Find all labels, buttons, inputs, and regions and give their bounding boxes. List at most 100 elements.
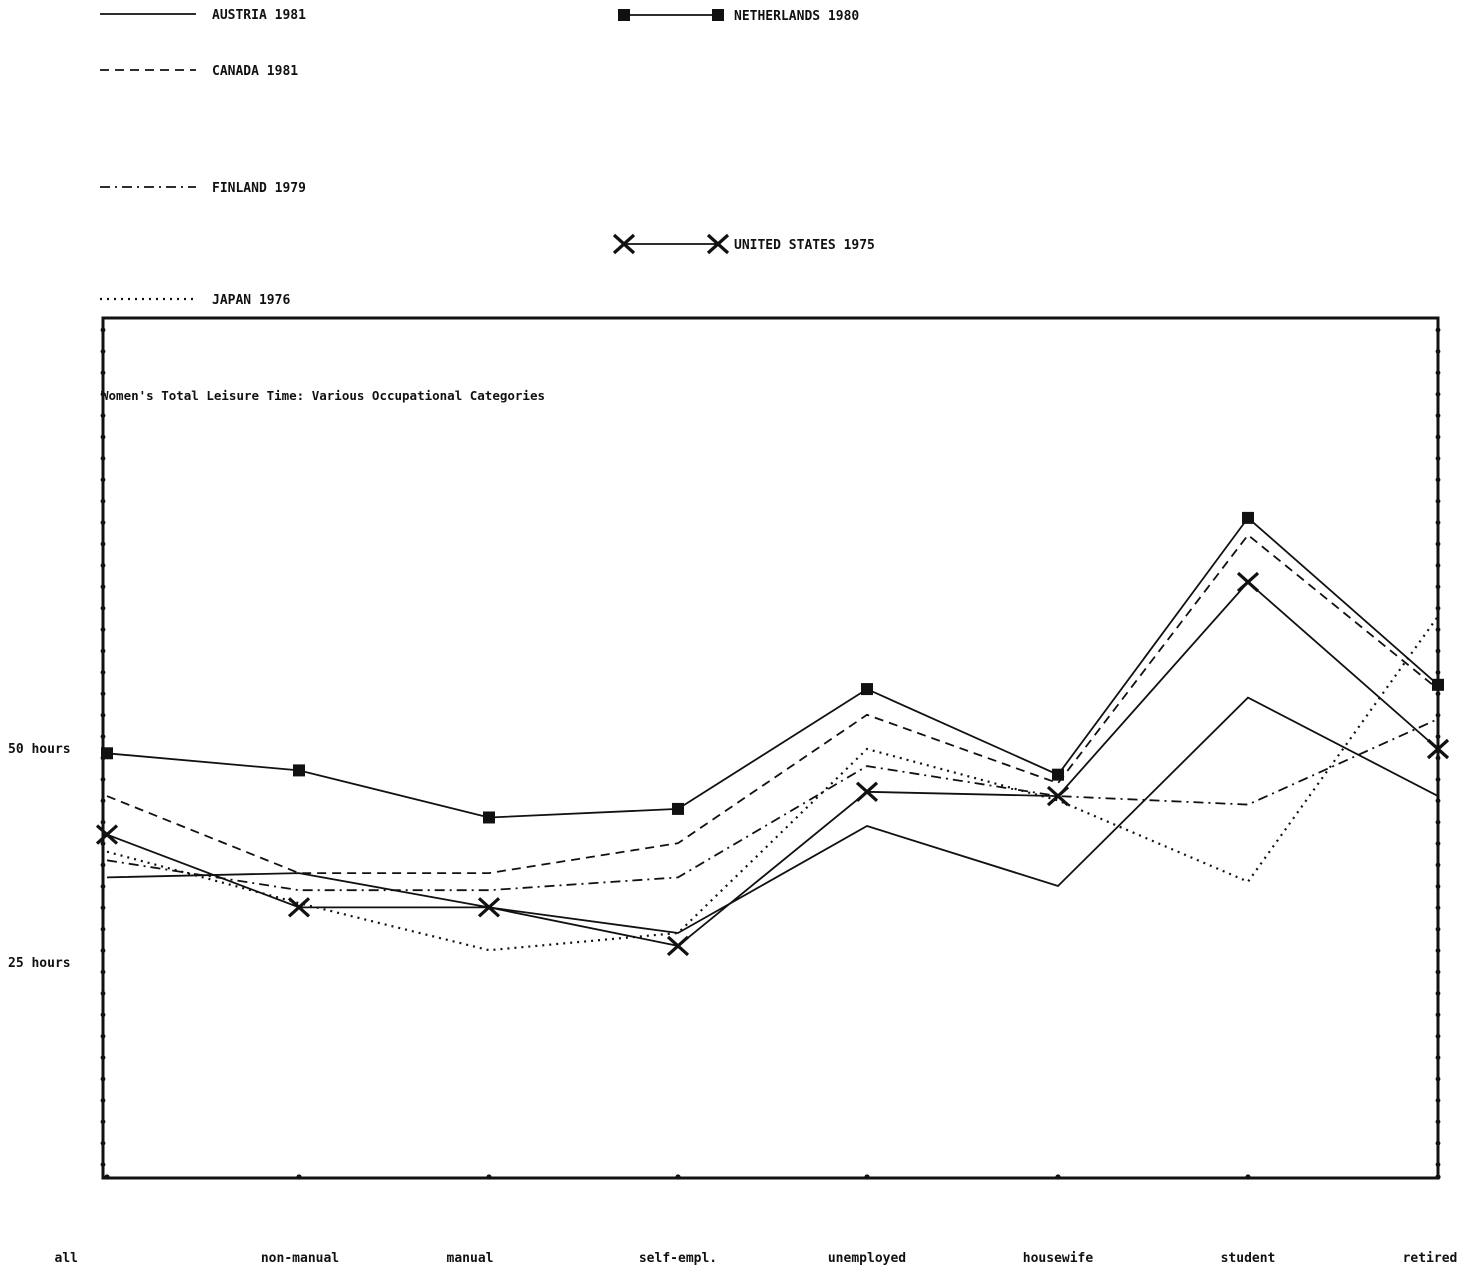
axis-ticks <box>100 327 1441 1180</box>
series-line-united-states-1975 <box>106 580 1439 947</box>
legend-marker <box>618 9 630 21</box>
x-axis-tick <box>1245 1174 1251 1180</box>
y-axis-tick <box>1435 670 1441 675</box>
y-axis-tick <box>100 349 106 354</box>
x-tick-label: non-manual <box>261 1251 339 1266</box>
y-axis-tick <box>1435 498 1441 504</box>
x-tick-label: all <box>55 1251 78 1266</box>
y-axis-tick <box>100 477 106 483</box>
data-point-netherlands-1980 <box>483 811 495 824</box>
data-point-netherlands-1980 <box>1242 511 1254 524</box>
series-layer <box>95 511 1450 957</box>
y-axis-tick <box>1435 1162 1441 1167</box>
y-axis-tick <box>1435 819 1441 825</box>
y-axis-tick <box>1435 327 1441 333</box>
data-point-netherlands-1980 <box>861 683 873 696</box>
x-tick-label: unemployed <box>828 1251 906 1266</box>
y-axis-tick <box>1435 734 1441 739</box>
y-axis-tick <box>1435 777 1441 782</box>
y-axis-tick <box>1435 391 1441 397</box>
legend-marker <box>712 9 724 21</box>
y-axis-tick <box>1435 370 1441 376</box>
y-axis-tick <box>1435 1055 1441 1060</box>
x-tick-label: manual <box>447 1251 494 1266</box>
y-axis-tick <box>1435 456 1441 461</box>
legend-label-finland-1979: FINLAND 1979 <box>212 181 306 196</box>
x-tick-label: retired <box>1403 1251 1458 1266</box>
x-tick-label: housewife <box>1023 1251 1094 1266</box>
legend-marker <box>706 233 730 255</box>
y-axis-tick <box>100 712 106 718</box>
y-axis-tick <box>100 648 106 654</box>
y-axis-tick <box>1435 584 1441 590</box>
y-axis-tick <box>1435 434 1441 440</box>
y-axis-tick <box>100 1055 106 1060</box>
y-axis-tick <box>100 584 106 590</box>
y-axis-tick <box>100 391 106 397</box>
y-axis-tick <box>1435 712 1441 718</box>
y-axis-tick <box>1435 1140 1441 1146</box>
y-axis-tick <box>100 456 106 461</box>
y-axis-tick <box>100 670 106 675</box>
legend-marker <box>612 233 636 255</box>
y-axis-tick <box>100 605 106 611</box>
x-axis-labels: all non-manual manual self-empl. unemployed h… <box>55 1251 1458 1266</box>
y-axis-tick <box>100 884 106 889</box>
y-axis-tick <box>100 1119 106 1125</box>
y-axis-tick <box>100 1076 106 1082</box>
y-axis-tick <box>100 969 106 975</box>
y-axis-tick <box>100 627 106 632</box>
y-axis-tick <box>1435 1076 1441 1082</box>
data-point-netherlands-1980 <box>672 802 684 815</box>
y-axis-tick <box>1435 755 1441 761</box>
y-axis-tick <box>1435 884 1441 889</box>
y-axis-tick <box>1435 969 1441 975</box>
y-axis-tick <box>1435 349 1441 354</box>
legend-label-united-states-1975: UNITED STATES 1975 <box>734 238 875 253</box>
data-point-united-states-1975 <box>1046 785 1070 807</box>
x-axis-tick <box>864 1174 870 1180</box>
y-tick-label: 25 hours <box>8 956 71 971</box>
x-tick-label: student <box>1221 1251 1276 1266</box>
y-axis-tick <box>100 734 106 739</box>
data-point-netherlands-1980 <box>101 747 113 760</box>
data-point-united-states-1975 <box>1236 571 1260 593</box>
data-point-united-states-1975 <box>477 897 501 918</box>
x-axis-tick <box>296 1174 302 1180</box>
x-axis-tick <box>1055 1174 1061 1180</box>
y-axis-tick <box>100 862 106 868</box>
x-tick-label: self-empl. <box>639 1251 717 1266</box>
data-point-united-states-1975 <box>95 824 119 845</box>
y-axis-tick <box>100 948 106 953</box>
series-line-netherlands-1980 <box>106 516 1439 819</box>
series-line-canada-1981 <box>106 533 1439 874</box>
y-axis-tick <box>1435 1012 1441 1018</box>
y-axis-tick <box>1435 627 1441 632</box>
y-axis-tick <box>100 498 106 504</box>
y-axis-tick <box>1435 862 1441 868</box>
y-axis-tick <box>1435 413 1441 418</box>
y-axis-tick <box>100 991 106 996</box>
data-point-netherlands-1980 <box>1432 678 1444 691</box>
legend-label-japan-1976: JAPAN 1976 <box>212 293 290 308</box>
series-line-finland-1979 <box>106 718 1439 892</box>
data-point-united-states-1975 <box>855 781 879 802</box>
y-axis-tick <box>1435 541 1441 547</box>
legend: AUSTRIA 1981 NETHERLANDS 1980 CANADA 1981 U… <box>100 8 875 308</box>
data-point-united-states-1975 <box>287 897 311 918</box>
series-line-japan-1976 <box>106 615 1439 952</box>
y-axis-tick <box>1435 477 1441 483</box>
x-axis-tick <box>486 1174 492 1180</box>
data-point-united-states-1975 <box>1426 738 1450 760</box>
y-axis-tick <box>100 841 106 846</box>
y-axis-tick <box>1435 1033 1441 1039</box>
y-axis-tick <box>100 1098 106 1103</box>
y-axis-tick <box>100 798 106 804</box>
y-axis-tick <box>1435 1098 1441 1103</box>
x-axis-tick <box>104 1174 110 1180</box>
y-axis-tick <box>1435 691 1441 697</box>
y-axis-tick <box>1435 798 1441 804</box>
y-axis-tick <box>1435 948 1441 953</box>
y-axis-tick <box>100 777 106 782</box>
